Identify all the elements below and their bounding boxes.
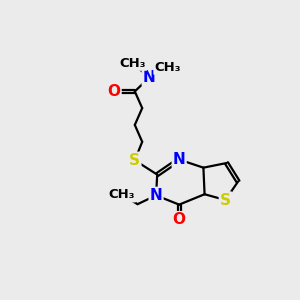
Text: O: O	[173, 212, 186, 227]
Text: CH₃: CH₃	[154, 61, 181, 74]
Text: CH₃: CH₃	[120, 57, 146, 70]
Text: N: N	[150, 188, 162, 203]
Text: S: S	[129, 153, 140, 168]
Text: S: S	[220, 193, 231, 208]
Text: N: N	[173, 152, 185, 167]
Text: N: N	[143, 70, 155, 85]
Text: O: O	[107, 84, 121, 99]
Text: CH₃: CH₃	[109, 188, 135, 201]
